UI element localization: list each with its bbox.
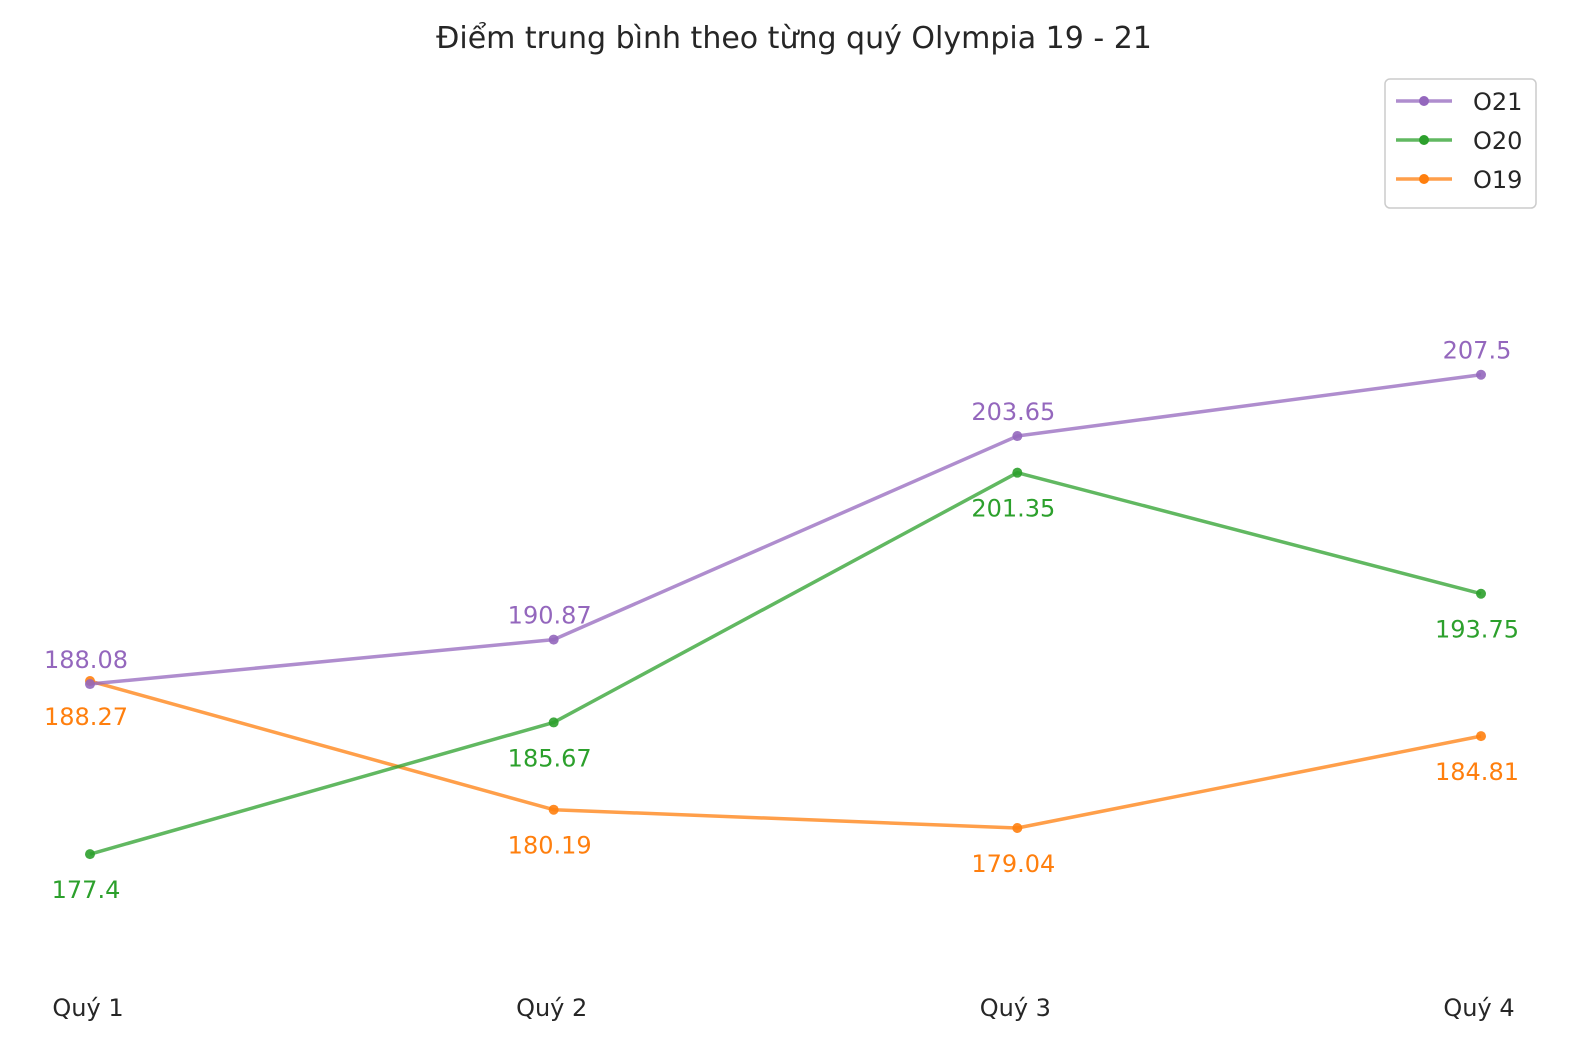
data-label-o20-3: 201.35	[971, 495, 1055, 523]
data-label-o21-4: 207.5	[1443, 337, 1512, 365]
data-label-o20-2: 185.67	[508, 744, 592, 772]
point-o19-3	[1012, 823, 1023, 834]
x-tick-label-4: Quý 4	[1443, 994, 1514, 1022]
point-o19-2	[548, 804, 559, 815]
legend-label-o20: O20	[1473, 127, 1522, 155]
legend-label-o21: O21	[1473, 88, 1522, 116]
point-o20-4	[1476, 588, 1486, 599]
point-o20-3	[1012, 467, 1023, 478]
point-o20-2	[548, 717, 559, 728]
point-o21-1	[85, 679, 95, 690]
legend-label-o19: O19	[1473, 166, 1522, 194]
x-axis-ticks: Quý 1 Quý 2 Quý 3 Quý 4	[52, 994, 1514, 1022]
data-label-o20-1: 177.4	[52, 876, 121, 904]
point-o19-4	[1476, 731, 1486, 742]
point-o21-2	[548, 634, 559, 645]
data-label-o21-2: 190.87	[508, 602, 592, 630]
legend-marker-o21	[1419, 96, 1429, 106]
point-o21-4	[1476, 369, 1486, 380]
data-label-o19-2: 180.19	[508, 832, 592, 860]
x-tick-label-1: Quý 1	[52, 994, 123, 1022]
legend-marker-o19	[1419, 174, 1429, 184]
legend-marker-o20	[1419, 135, 1429, 145]
x-tick-label-2: Quý 2	[516, 994, 587, 1022]
series-markers	[85, 369, 1486, 860]
legend: O21 O20 O19	[1384, 78, 1537, 209]
series-lines	[89, 372, 1482, 856]
series-line-o19	[89, 679, 1482, 830]
data-label-o21-1: 188.08	[44, 646, 128, 674]
data-label-o19-3: 179.04	[971, 850, 1055, 878]
series-line-o20	[89, 470, 1482, 856]
data-label-o19-1: 188.27	[44, 703, 128, 731]
point-o20-1	[85, 849, 95, 860]
data-label-o21-3: 203.65	[971, 398, 1055, 426]
data-labels: 188.08 190.87 203.65 207.5 177.4 185.67 201.35…	[44, 337, 1519, 904]
data-label-o20-4: 193.75	[1435, 616, 1519, 644]
point-o21-3	[1012, 431, 1023, 442]
series-line-o21	[89, 372, 1482, 686]
chart-title: Điểm trung bình theo từng quý Olympia 19…	[436, 20, 1152, 56]
x-tick-label-3: Quý 3	[980, 994, 1051, 1022]
data-label-o19-4: 184.81	[1435, 758, 1519, 786]
